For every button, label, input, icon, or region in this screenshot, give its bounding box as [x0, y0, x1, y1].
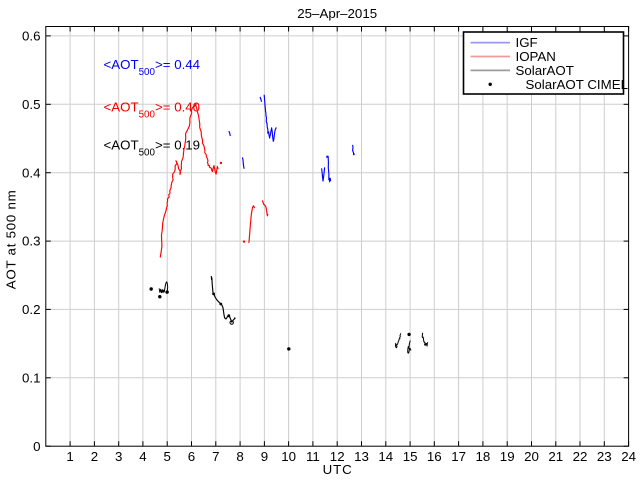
svg-text:24: 24	[621, 449, 636, 464]
svg-text:21: 21	[548, 449, 563, 464]
svg-text:3: 3	[115, 449, 122, 464]
svg-text:4: 4	[139, 449, 146, 464]
svg-text:IGF: IGF	[516, 35, 538, 50]
svg-text:AOT at 500 nm: AOT at 500 nm	[4, 190, 19, 290]
svg-text:18: 18	[476, 449, 491, 464]
svg-text:19: 19	[500, 449, 515, 464]
svg-text:13: 13	[354, 449, 369, 464]
svg-text:UTC: UTC	[323, 462, 353, 477]
svg-text:20: 20	[524, 449, 539, 464]
svg-text:0.1: 0.1	[22, 370, 41, 385]
svg-text:16: 16	[427, 449, 442, 464]
svg-text:6: 6	[188, 449, 195, 464]
svg-text:11: 11	[306, 449, 320, 464]
svg-text:7: 7	[212, 449, 219, 464]
svg-text:0.6: 0.6	[22, 29, 41, 44]
svg-text:25–Apr–2015: 25–Apr–2015	[297, 6, 377, 21]
svg-text:15: 15	[403, 449, 418, 464]
svg-text:5: 5	[163, 449, 170, 464]
svg-text:10: 10	[281, 449, 296, 464]
svg-text:1: 1	[66, 449, 73, 464]
svg-text:0.4: 0.4	[22, 165, 41, 180]
svg-text:SolarAOT: SolarAOT	[516, 63, 574, 78]
svg-text:12: 12	[330, 449, 345, 464]
svg-text:8: 8	[236, 449, 243, 464]
svg-text:0.2: 0.2	[22, 302, 41, 317]
svg-text:23: 23	[597, 449, 612, 464]
svg-text:0.5: 0.5	[22, 97, 41, 112]
svg-text:0: 0	[33, 439, 40, 454]
svg-text:IOPAN: IOPAN	[516, 49, 556, 64]
svg-text:9: 9	[261, 449, 268, 464]
svg-text:SolarAOT CIMEL: SolarAOT CIMEL	[526, 77, 628, 92]
svg-text:17: 17	[451, 449, 466, 464]
svg-text:2: 2	[91, 449, 98, 464]
svg-text:22: 22	[573, 449, 588, 464]
svg-text:14: 14	[378, 449, 393, 464]
svg-text:0.3: 0.3	[22, 234, 41, 249]
